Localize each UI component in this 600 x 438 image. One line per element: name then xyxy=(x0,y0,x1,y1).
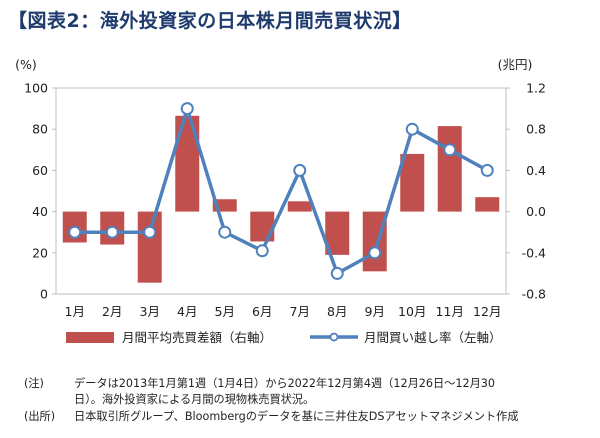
line-point-8 xyxy=(330,266,344,280)
legend-line-marker xyxy=(329,332,339,342)
right-tick-label: 0.8 xyxy=(526,122,546,137)
line-series-path xyxy=(74,106,489,276)
x-tick-label: 6月 xyxy=(252,304,272,319)
left-tick-label: 40 xyxy=(32,204,48,219)
note-text-2: 日）。海外投資家による月間の現物株売買状況。 xyxy=(74,393,315,406)
right-tick-label: 0.0 xyxy=(526,204,546,219)
x-tick-label: 10月 xyxy=(398,304,426,319)
note-line-2: 日）。海外投資家による月間の現物株売買状況。 xyxy=(74,391,314,407)
right-axis-unit: (兆円) xyxy=(498,57,533,72)
right-tick-label: -0.4 xyxy=(522,245,546,260)
bar-7 xyxy=(287,201,312,212)
left-tick-label: 20 xyxy=(32,245,48,260)
line-point-1 xyxy=(68,225,82,239)
x-tick-label: 7月 xyxy=(290,304,310,319)
left-tick-label: 60 xyxy=(32,163,48,178)
right-tick-label: -0.8 xyxy=(522,287,546,302)
line-point-4 xyxy=(180,102,194,116)
x-tick-label: 11月 xyxy=(436,304,464,319)
source-label: (出所) xyxy=(24,410,56,423)
line-point-3 xyxy=(143,225,157,239)
x-tick-label: 5月 xyxy=(215,304,235,319)
x-tick-label: 12月 xyxy=(473,304,501,319)
legend-bar-swatch xyxy=(66,332,114,343)
left-tick-label: 0 xyxy=(40,287,48,302)
legend-line-label: 月間買い越し率（左軸） xyxy=(364,330,502,345)
x-tick-label: 2月 xyxy=(102,304,122,319)
right-tick-label: 0.4 xyxy=(526,163,546,178)
bar-6 xyxy=(250,211,275,242)
line-point-10 xyxy=(405,122,419,136)
line-point-11 xyxy=(443,143,457,157)
left-axis-unit: (%) xyxy=(15,57,37,72)
bar-12 xyxy=(475,197,500,212)
x-tick-label: 4月 xyxy=(177,304,197,319)
line-point-5 xyxy=(218,225,232,239)
x-tick-label: 9月 xyxy=(365,304,385,319)
note-label: (注) xyxy=(24,377,44,390)
plot-frame xyxy=(55,87,507,295)
note-line-1: (注) データは2013年1月第1週（1月4日）から2022年12月第4週（12月… xyxy=(24,375,495,391)
bar-11 xyxy=(437,126,462,212)
left-tick-label: 80 xyxy=(32,122,48,137)
note-text-1: データは2013年1月第1週（1月4日）から2022年12月第4週（12月26日… xyxy=(74,377,496,390)
line-point-6 xyxy=(255,244,269,258)
bar-10 xyxy=(400,153,425,212)
left-tick-label: 100 xyxy=(24,81,48,96)
source-line: (出所) 日本取引所グループ、Bloombergのデータを基に三井住友DSアセット… xyxy=(24,408,519,424)
x-tick-label: 8月 xyxy=(327,304,347,319)
bar-4 xyxy=(175,115,200,212)
line-point-12 xyxy=(480,163,494,177)
chart-title: 【図表2：海外投資家の日本株月間売買状況】 xyxy=(8,10,412,32)
x-tick-label: 3月 xyxy=(140,304,160,319)
line-point-2 xyxy=(105,225,119,239)
bar-3 xyxy=(137,211,162,283)
source-text: 日本取引所グループ、Bloombergのデータを基に三井住友DSアセットマネジメ… xyxy=(74,410,519,423)
legend-bar-label: 月間平均売買差額（右軸） xyxy=(122,330,272,345)
x-tick-label: 1月 xyxy=(65,304,85,319)
line-point-9 xyxy=(368,246,382,260)
right-tick-label: 1.2 xyxy=(526,81,546,96)
line-point-7 xyxy=(293,163,307,177)
